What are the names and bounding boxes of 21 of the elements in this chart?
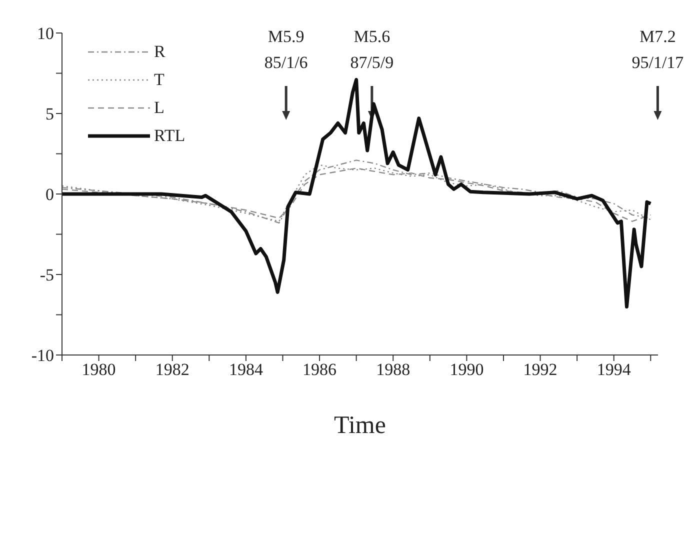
x-tick-label: 1984	[228, 360, 264, 380]
y-tick-label: -10	[31, 346, 54, 366]
x-tick-label: 1980	[82, 360, 116, 380]
x-tick-label: 1986	[302, 360, 337, 380]
y-tick-label: 10	[37, 24, 54, 44]
legend-label: L	[154, 98, 164, 118]
legend-label: T	[154, 70, 164, 90]
legend-label: R	[154, 42, 166, 62]
legend-label: RTL	[154, 126, 186, 146]
annotation: M7.2 95/1/17	[632, 27, 684, 72]
x-tick-label: 1992	[523, 360, 558, 380]
x-tick-label: 1982	[155, 360, 190, 380]
y-tick-label: 0	[46, 185, 54, 204]
x-axis-title: Time	[334, 412, 386, 439]
annotation: M5.9 85/1/6	[264, 27, 308, 72]
y-tick-label: 5	[46, 104, 54, 124]
annotation: M5.6 87/5/9	[350, 27, 394, 72]
y-tick-label: -5	[40, 266, 54, 285]
x-tick-label: 1994	[596, 360, 632, 380]
x-tick-label: 1990	[450, 360, 484, 380]
x-tick-label: 1988	[376, 360, 410, 380]
